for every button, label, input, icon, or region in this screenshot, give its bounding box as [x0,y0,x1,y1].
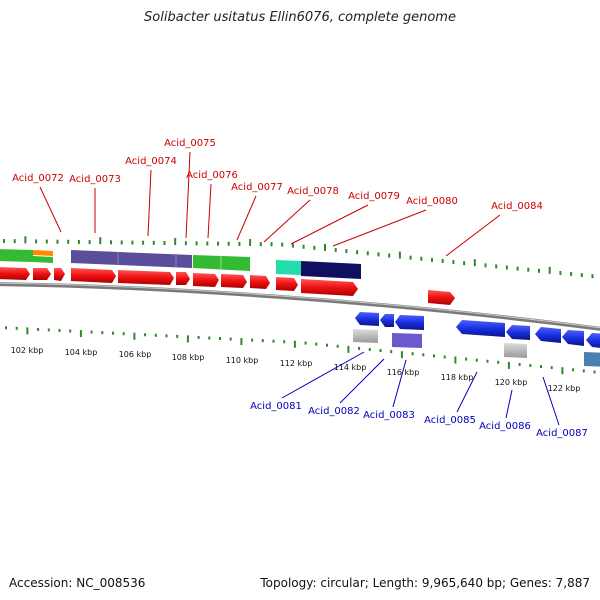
genome-backbone-highlight [0,282,600,329]
cog-block-steel [584,352,600,367]
genome-summary-text: Topology: circular; Length: 9,965,640 bp… [260,576,590,590]
gene-arrow-forward [301,279,358,296]
genome-backbone [0,282,600,331]
accession-text: Accession: NC_008536 [9,576,146,590]
gene-arrow-forward [54,268,65,281]
gene-label-forward: Acid_0084 [491,201,543,212]
callout-line [207,183,212,239]
scale-tick-label: 122 kbp [548,384,581,393]
cog-block-violet [392,333,422,348]
scale-tick-label: 118 kbp [441,373,474,382]
cog-block-green [33,256,53,263]
map-title: Solibacter usitatus Ellin6076, complete … [144,10,456,25]
callout-line [147,169,152,237]
callout-line [542,376,560,426]
cog-block-teal [276,260,301,275]
gene-label-forward: Acid_0076 [186,170,238,181]
gene-arrow-forward [33,268,51,280]
gene-arrow-forward [0,267,30,280]
gene-label-forward: Acid_0078 [287,186,339,197]
scale-tick-label: 114 kbp [334,363,367,372]
gene-label-reverse: Acid_0081 [250,401,302,412]
gene-label-forward: Acid_0079 [348,191,400,202]
gene-arrow-forward [276,277,298,291]
callout-line [263,199,311,243]
scale-tick-label: 110 kbp [226,356,259,365]
callout-line [281,351,365,399]
cog-block-orange [33,250,53,256]
gene-arrow-reverse [586,333,600,348]
scale-tick-label: 102 kbp [11,346,44,355]
forward-gene-labels: Acid_0072 Acid_0073 Acid_0074 Acid_0075 Acid… [12,138,543,257]
gene-label-reverse: Acid_0085 [424,415,476,426]
gene-label-forward: Acid_0075 [164,138,216,149]
gene-label-reverse: Acid_0082 [308,406,360,417]
gene-arrow-reverse [456,320,505,337]
forward-genes [0,267,455,305]
reverse-genes [355,312,600,348]
gc-ticks-outer [3,236,594,279]
gene-arrow-forward [193,273,219,287]
gene-arrow-reverse [506,325,530,340]
cog-track-reverse [353,329,600,367]
gc-ticks-inner [5,326,596,375]
scale-axis: 102 kbp 104 kbp 106 kbp 108 kbp 110 kbp 112 k… [11,346,581,393]
gene-label-forward: Acid_0073 [69,174,121,185]
cog-block-purple [71,250,192,268]
callout-line [456,371,478,413]
gene-label-reverse: Acid_0083 [363,410,415,421]
cog-block-grey [353,329,378,343]
gene-arrow-forward [428,290,455,305]
cog-block-grey [504,343,527,358]
callout-line [185,151,191,239]
callout-line [236,195,257,241]
gene-arrow-forward [71,268,116,283]
callout-line [505,389,513,419]
callout-line [339,358,385,404]
callout-line [392,359,407,408]
cog-track-forward [0,249,361,279]
gene-label-reverse: Acid_0086 [479,421,531,432]
gene-label-forward: Acid_0072 [12,173,64,184]
cog-block-navy [301,261,361,279]
gene-arrow-reverse [355,312,379,326]
scale-tick-label: 112 kbp [280,359,313,368]
gene-label-forward: Acid_0080 [406,196,458,207]
gene-arrow-forward [250,275,270,289]
callout-line [39,186,62,233]
gene-label-forward: Acid_0074 [125,156,177,167]
gene-arrow-reverse [535,327,561,343]
gene-arrow-forward [176,272,190,285]
scale-tick-label: 120 kbp [495,378,528,387]
reverse-gene-labels: Acid_0081 Acid_0082 Acid_0083 Acid_0085Acid… [250,351,588,439]
gene-arrow-forward [118,270,174,285]
scale-tick-label: 106 kbp [119,350,152,359]
gene-arrow-forward [221,274,247,288]
cog-block-green [0,249,33,262]
scale-tick-label: 104 kbp [65,348,98,357]
callout-line [290,204,369,245]
gene-arrow-reverse [395,315,424,330]
gene-arrow-reverse [562,330,584,346]
callout-line [332,209,427,247]
scale-tick-label: 108 kbp [172,353,205,362]
gene-label-forward: Acid_0077 [231,182,283,193]
gene-arrow-reverse [380,314,394,327]
callout-line [445,214,501,257]
gene-label-reverse: Acid_0087 [536,428,588,439]
